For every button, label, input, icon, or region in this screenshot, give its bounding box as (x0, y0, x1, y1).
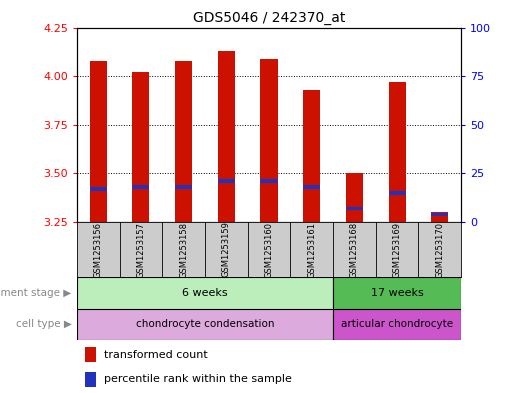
Bar (85, 347, 96, 362)
Text: cell type ▶: cell type ▶ (16, 319, 72, 329)
Bar (90, 61, 107, 222)
Text: GSM1253160: GSM1253160 (264, 222, 273, 277)
Bar (431, 213, 448, 216)
Bar (346, 173, 363, 222)
Bar (218, 51, 235, 222)
Text: development stage ▶: development stage ▶ (0, 288, 72, 298)
Text: GSM1253169: GSM1253169 (393, 222, 402, 277)
Bar (333, 309, 461, 340)
Bar (132, 185, 149, 189)
Bar (77, 309, 333, 340)
Bar (90, 187, 107, 191)
Text: GSM1253161: GSM1253161 (307, 222, 316, 277)
Text: GSM1253156: GSM1253156 (94, 222, 103, 277)
Bar (303, 90, 320, 222)
Bar (346, 207, 363, 210)
Bar (431, 212, 448, 222)
Bar (77, 277, 333, 309)
Bar (388, 82, 405, 222)
Bar (218, 180, 235, 183)
Text: transformed count: transformed count (104, 350, 208, 360)
Bar (175, 61, 192, 222)
Text: GSM1253168: GSM1253168 (350, 222, 359, 277)
Text: 17 weeks: 17 weeks (370, 288, 423, 298)
Text: GSM1253170: GSM1253170 (435, 222, 444, 277)
Bar (85, 372, 96, 387)
Bar (260, 180, 278, 183)
Text: percentile rank within the sample: percentile rank within the sample (104, 374, 292, 384)
Text: articular chondrocyte: articular chondrocyte (341, 319, 453, 329)
Text: 6 weeks: 6 weeks (182, 288, 228, 298)
Bar (175, 185, 192, 189)
Bar (260, 59, 278, 222)
Bar (303, 185, 320, 189)
Title: GDS5046 / 242370_at: GDS5046 / 242370_at (193, 11, 345, 25)
Bar (388, 191, 405, 195)
Bar (333, 277, 461, 309)
Text: chondrocyte condensation: chondrocyte condensation (136, 319, 274, 329)
Text: GSM1253157: GSM1253157 (136, 222, 145, 277)
Text: GSM1253158: GSM1253158 (179, 222, 188, 277)
Text: GSM1253159: GSM1253159 (222, 222, 231, 277)
Bar (132, 72, 149, 222)
